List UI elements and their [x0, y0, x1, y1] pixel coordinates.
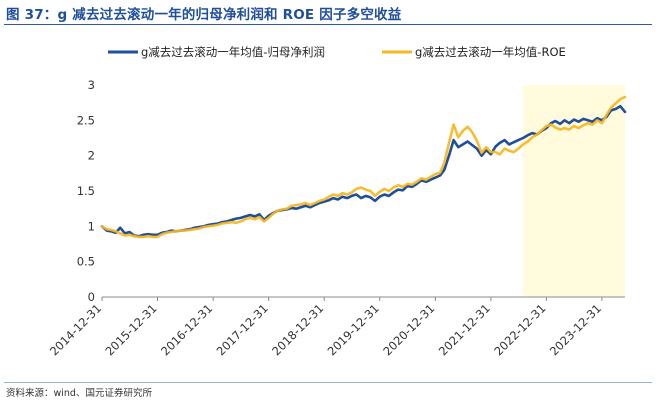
- x-tick-label: 2023-12-31: [547, 301, 604, 358]
- figure-title: 图 37：g 减去过去滚动一年的归母净利润和 ROE 因子多空收益: [6, 7, 402, 23]
- legend-label: g减去过去滚动一年均值-ROE: [415, 45, 566, 59]
- x-tick-label: 2021-12-31: [436, 301, 493, 358]
- y-tick-label: 1: [88, 219, 95, 233]
- x-tick-label: 2015-12-31: [102, 301, 159, 358]
- x-tick-label: 2017-12-31: [214, 301, 271, 358]
- x-tick-label: 2016-12-31: [158, 301, 215, 358]
- legend-label: g减去过去滚动一年均值-归母净利润: [141, 45, 325, 59]
- x-tick-label: 2019-12-31: [325, 301, 382, 358]
- title-underline: [4, 24, 652, 25]
- x-tick-label: 2014-12-31: [47, 301, 104, 358]
- y-tick-label: 3: [88, 78, 95, 92]
- y-tick-label: 2: [88, 149, 95, 163]
- footer-rule: [4, 382, 652, 383]
- x-tick-label: 2018-12-31: [269, 301, 326, 358]
- y-tick-label: 1.5: [77, 184, 95, 198]
- source-note: 资料来源：wind、国元证券研究所: [6, 388, 152, 399]
- y-tick-label: 0.5: [77, 255, 95, 269]
- x-tick-label: 2020-12-31: [380, 301, 437, 358]
- y-tick-label: 2.5: [77, 113, 95, 127]
- highlight-band: [523, 85, 625, 297]
- x-tick-label: 2022-12-31: [491, 301, 548, 358]
- y-tick-label: 0: [88, 290, 95, 304]
- series-line-roe: [100, 95, 627, 239]
- line-chart: 0 0.5 1 1.5 2 2.5 3 2014-12-312015-12-312016-12…: [47, 45, 627, 358]
